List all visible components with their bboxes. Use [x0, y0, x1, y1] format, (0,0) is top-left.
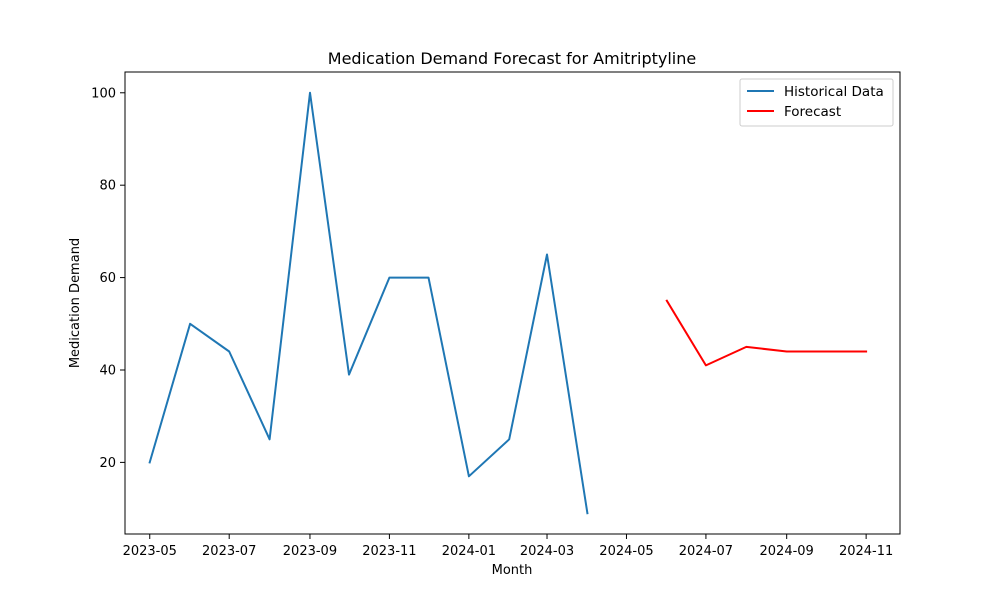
y-axis-ticks: 20 40 60 80 100 [91, 86, 125, 471]
legend: Historical Data Forecast [739, 78, 894, 127]
y-tick-label: 40 [99, 363, 116, 378]
y-tick-label: 100 [91, 86, 116, 101]
y-axis-label: Medication Demand [68, 238, 83, 368]
y-tick-label: 80 [99, 179, 116, 194]
x-axis-ticks: 2023-05 2023-07 2023-09 2023-11 2024-01 2024-… [123, 534, 893, 559]
legend-box [739, 78, 894, 127]
series-line-historical-data [148, 91, 589, 515]
x-tick-label: 2024-09 [760, 544, 814, 559]
series-layer [148, 91, 868, 515]
legend-label-historical: Historical Data [784, 84, 884, 100]
x-tick-label: 2024-05 [599, 544, 653, 559]
legend-label-forecast: Forecast [784, 104, 841, 120]
x-tick-label: 2023-09 [283, 544, 337, 559]
x-tick-label: 2023-05 [123, 544, 177, 559]
x-tick-label: 2023-11 [362, 544, 416, 559]
chart-title: Medication Demand Forecast for Amitripty… [328, 49, 696, 68]
x-tick-label: 2024-07 [679, 544, 733, 559]
plot-background [125, 72, 900, 534]
series-line-forecast [665, 299, 868, 367]
y-tick-label: 60 [99, 271, 116, 286]
plot-frame [124, 71, 901, 535]
x-tick-label: 2023-07 [202, 544, 256, 559]
x-tick-label: 2024-03 [520, 544, 574, 559]
x-tick-label: 2024-11 [839, 544, 893, 559]
x-tick-label: 2024-01 [442, 544, 496, 559]
y-tick-label: 20 [99, 456, 116, 471]
x-axis-label: Month [492, 563, 533, 578]
